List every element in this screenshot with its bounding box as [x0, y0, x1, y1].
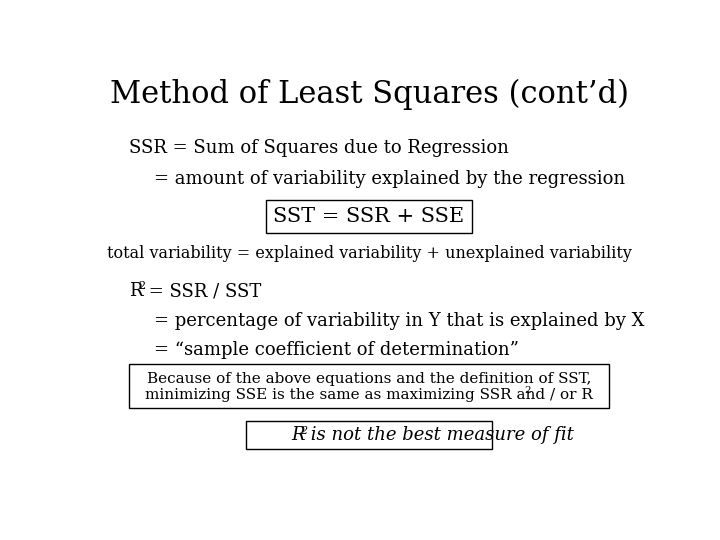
Text: 2: 2: [300, 426, 307, 436]
Text: SST = SSR + SSE: SST = SSR + SSE: [274, 207, 464, 226]
Text: = percentage of variability in Y that is explained by X: = percentage of variability in Y that is…: [154, 312, 644, 329]
Text: = “sample coefficient of determination”: = “sample coefficient of determination”: [154, 341, 519, 359]
Text: minimizing SSE is the same as maximizing SSR and / or R: minimizing SSE is the same as maximizing…: [145, 388, 593, 402]
Text: Because of the above equations and the definition of SST,: Because of the above equations and the d…: [147, 372, 591, 386]
Text: 2: 2: [138, 281, 145, 291]
Text: SSR = Sum of Squares due to Regression: SSR = Sum of Squares due to Regression: [129, 139, 509, 157]
FancyBboxPatch shape: [246, 421, 492, 449]
Text: Method of Least Squares (cont’d): Method of Least Squares (cont’d): [109, 78, 629, 110]
Text: total variability = explained variability + unexplained variability: total variability = explained variabilit…: [107, 246, 631, 262]
Text: 2: 2: [524, 386, 531, 395]
Text: is not the best measure of fit: is not the best measure of fit: [305, 426, 574, 444]
FancyBboxPatch shape: [129, 364, 609, 408]
Text: = amount of variability explained by the regression: = amount of variability explained by the…: [154, 170, 625, 188]
Text: R: R: [129, 282, 143, 300]
Text: R: R: [291, 426, 305, 444]
Text: = SSR / SST: = SSR / SST: [143, 282, 261, 300]
